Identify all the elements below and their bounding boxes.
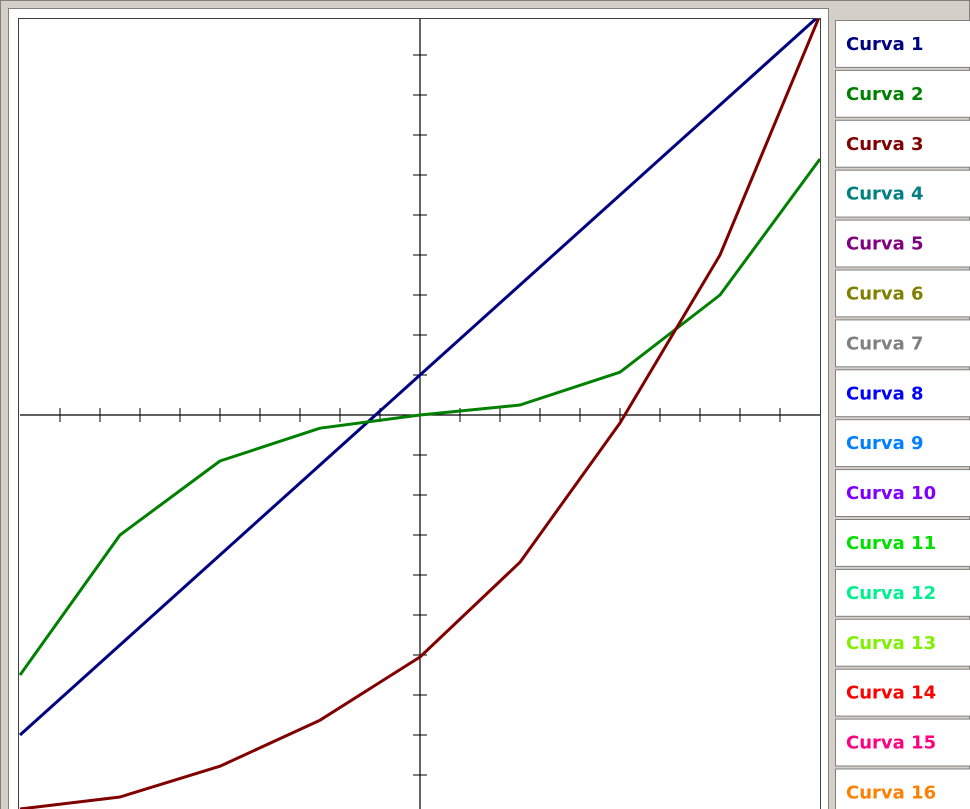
legend-item[interactable] bbox=[835, 69, 970, 118]
legend-label: Curva 7 bbox=[846, 333, 924, 354]
legend-item[interactable] bbox=[835, 20, 970, 68]
legend-item[interactable] bbox=[835, 319, 970, 368]
legend-item[interactable] bbox=[835, 519, 970, 567]
legend-item[interactable] bbox=[835, 469, 970, 518]
legend-label: Curva 16 bbox=[846, 782, 936, 803]
legend-item[interactable] bbox=[835, 419, 970, 468]
legend-item[interactable] bbox=[835, 169, 970, 218]
legend-label: Curva 2 bbox=[846, 84, 924, 105]
plot bbox=[19, 19, 820, 809]
legend-item[interactable] bbox=[835, 718, 970, 767]
legend-item[interactable] bbox=[835, 768, 970, 809]
legend-label: Curva 15 bbox=[846, 733, 936, 754]
legend-label: Curva 13 bbox=[846, 633, 936, 654]
legend-item[interactable] bbox=[835, 369, 970, 418]
legend-item[interactable] bbox=[835, 618, 970, 667]
legend-item[interactable] bbox=[835, 119, 970, 168]
legend-label: Curva 4 bbox=[846, 184, 924, 205]
curve bbox=[19, 158, 820, 676]
legend-label: Curva 1 bbox=[846, 34, 924, 55]
legend-label: Curva 12 bbox=[846, 583, 936, 604]
legend-item[interactable] bbox=[835, 568, 970, 617]
legend-item[interactable] bbox=[835, 219, 970, 268]
legend-label: Curva 14 bbox=[846, 683, 936, 704]
legend-label: Curva 9 bbox=[846, 433, 924, 454]
legend-label: Curva 6 bbox=[846, 283, 924, 304]
legend-item[interactable] bbox=[835, 269, 970, 318]
legend-label: Curva 5 bbox=[846, 234, 924, 255]
legend-label: Curva 11 bbox=[846, 533, 936, 554]
legend-label: Curva 8 bbox=[846, 383, 924, 404]
legend-label: Curva 3 bbox=[846, 134, 924, 155]
curve bbox=[19, 19, 820, 809]
legend-item[interactable] bbox=[835, 668, 970, 717]
curve bbox=[19, 19, 818, 737]
legend-label: Curva 10 bbox=[846, 483, 936, 504]
legend: Curva 1 Curva 2 Curva 3 Curva 4 Curva 5 Curva… bbox=[835, 20, 970, 809]
